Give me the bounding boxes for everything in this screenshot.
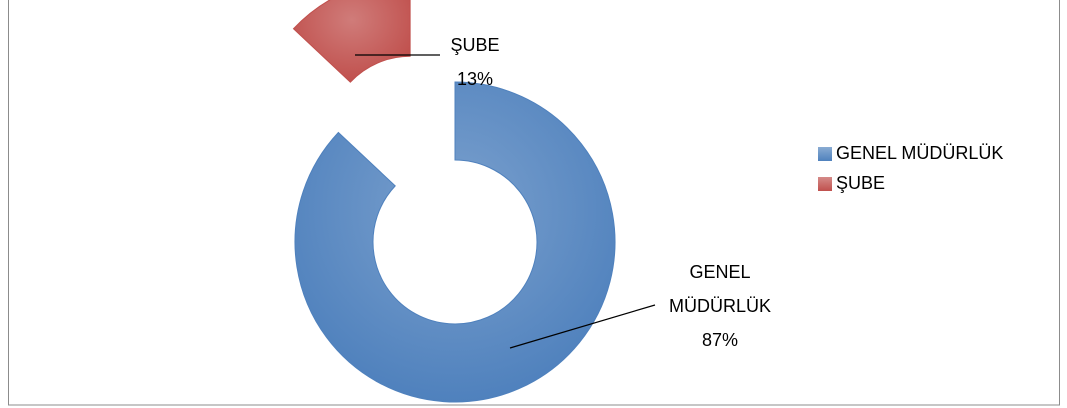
data-label-name: GENEL MÜDÜRLÜK [668,262,771,316]
donut-slice [292,0,411,83]
legend-label: ŞUBE [836,173,886,193]
legend-item: GENEL MÜDÜRLÜK [818,143,1003,164]
data-label-value: 13% [456,69,494,89]
donut-slice [294,81,616,403]
legend-swatch [818,146,832,161]
data-label-value: 87% [701,330,739,350]
legend-item: ŞUBE [818,173,885,194]
data-label: ŞUBE 13% [440,28,510,96]
legend-swatch [818,176,832,191]
data-label: GENEL MÜDÜRLÜK 87% [655,255,785,357]
leader-line [509,304,656,349]
data-label-name: ŞUBE [450,35,500,55]
legend-label: GENEL MÜDÜRLÜK [836,143,1004,163]
plot [292,0,656,403]
